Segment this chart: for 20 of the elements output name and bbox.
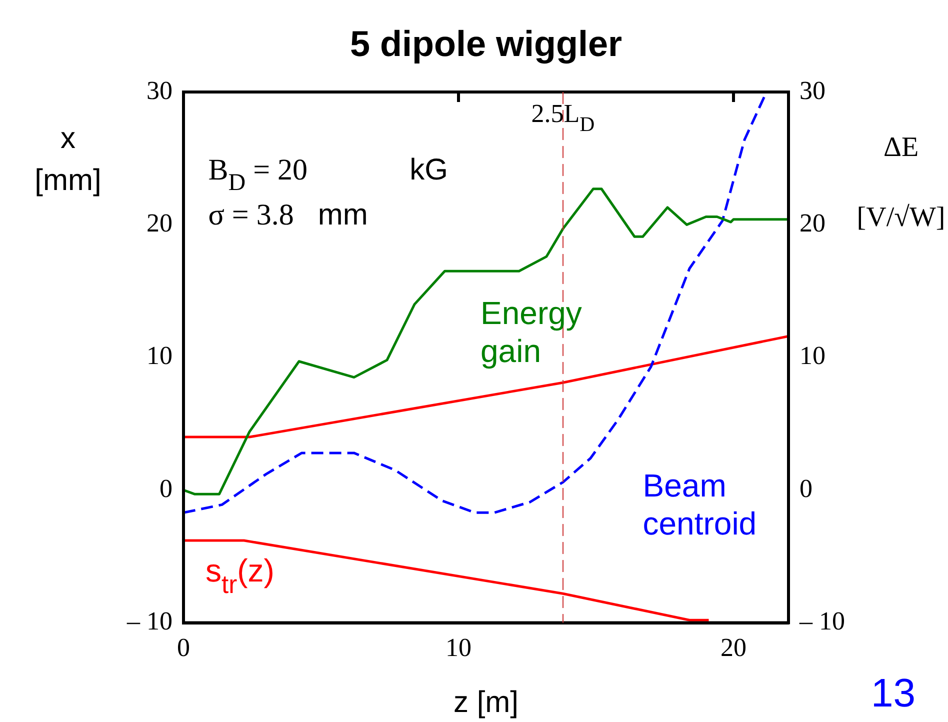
x-tick-label: 10 [446,633,472,662]
y2-tick-label: 0 [800,474,812,503]
y2-tick-label: – 10 [798,606,845,636]
y-tick-label: 0 [160,474,172,503]
annotation: σ = 3.8 mm [208,198,368,232]
y-tick-label: 10 [146,341,172,370]
chart-title: 5 dipole wiggler [350,23,622,64]
y-axis-title: x [mm] [34,122,102,197]
y2-tick-label: 30 [800,76,826,105]
series-label: Energy gain [480,295,582,370]
y-tick-label: – 10 [126,606,172,636]
series-label: Beam centroid [642,468,757,542]
y2-tick-label: 10 [800,341,826,370]
y2-tick-label: 20 [800,208,826,238]
x-tick-label: 20 [720,633,746,662]
x-axis-title: z [m] [454,686,518,719]
y-tick-label: 20 [146,208,172,238]
y-tick-label: 30 [146,76,172,105]
text: ΔE [V/√W] [856,132,946,233]
text: 13 [871,671,916,716]
